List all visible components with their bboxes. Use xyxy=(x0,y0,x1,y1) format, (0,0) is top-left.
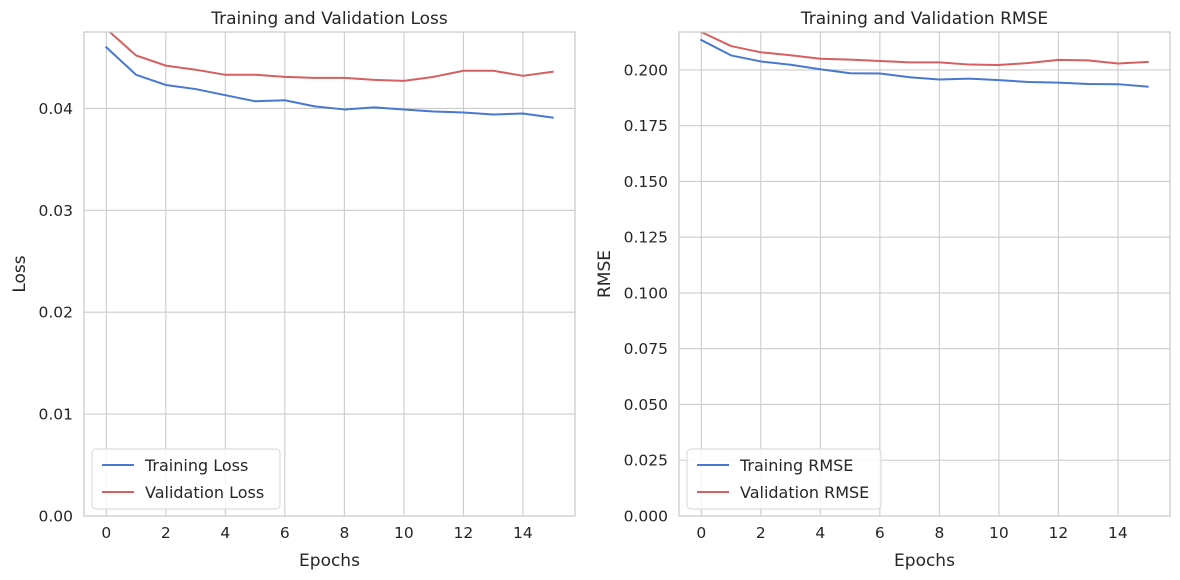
series-line-validation-rmse xyxy=(699,30,1149,67)
y-tick-label: 0.04 xyxy=(38,100,73,118)
legend-entry-label: Validation RMSE xyxy=(740,483,869,502)
x-axis-label: Epochs xyxy=(299,551,360,571)
legend-box xyxy=(686,448,882,510)
y-tick-label: 0.050 xyxy=(624,396,668,414)
plot-area xyxy=(679,32,1170,516)
series-line-training-loss xyxy=(104,45,554,119)
x-tick-label: 2 xyxy=(161,524,171,542)
y-tick-label: 0.025 xyxy=(624,452,668,470)
y-tick-label: 0.175 xyxy=(624,117,668,135)
x-tick-label: 2 xyxy=(756,524,766,542)
chart-panel-2: 0 2 4 6 8 10 12 14 0.000 0.025 0.050 0.075 0.100 0.12… xyxy=(595,0,1172,571)
y-axis-label: RMSE xyxy=(595,250,615,298)
axes-frame xyxy=(678,31,1171,517)
chart-title: Training and Validation Loss xyxy=(210,9,448,29)
y-tick-label: 0.150 xyxy=(624,173,668,191)
x-tick-label: 14 xyxy=(1108,524,1128,542)
y-tick-label: 0.075 xyxy=(624,340,668,358)
y-tick-label: 0.125 xyxy=(624,229,668,247)
x-tick-label: 6 xyxy=(280,524,290,542)
top-mask xyxy=(82,0,577,32)
series-line-training-rmse xyxy=(699,38,1149,88)
legend-entry-label: Validation Loss xyxy=(145,483,264,502)
y-tick-label: 0.00 xyxy=(38,508,73,526)
y-tick-label: 0.200 xyxy=(624,61,668,79)
series-line-validation-loss xyxy=(104,27,554,82)
y-tick-label: 0.02 xyxy=(38,304,73,322)
x-tick-label: 10 xyxy=(989,524,1009,542)
x-tick-label: 0 xyxy=(101,524,111,542)
legend: Training Loss Validation Loss xyxy=(91,448,281,510)
plot-area xyxy=(84,32,575,516)
x-tick-label: 8 xyxy=(934,524,944,542)
y-tick-label: 0.03 xyxy=(38,202,73,220)
x-tick-label: 12 xyxy=(1049,524,1069,542)
y-tick-label: 0.000 xyxy=(624,508,668,526)
axes-frame xyxy=(83,31,576,517)
x-tick-label: 0 xyxy=(696,524,706,542)
chart-panel-1: 0 2 4 6 8 10 12 14 0.00 0.01 0.02 0.03 0.04 Training … xyxy=(10,0,577,571)
legend: Training RMSE Validation RMSE xyxy=(686,448,882,510)
x-tick-label: 6 xyxy=(875,524,885,542)
top-mask xyxy=(677,0,1172,32)
y-tick-label: 0.100 xyxy=(624,284,668,302)
legend-box xyxy=(91,448,281,510)
y-axis-label: Loss xyxy=(10,255,30,292)
x-tick-label: 4 xyxy=(220,524,230,542)
y-tick-label: 0.01 xyxy=(38,406,73,424)
x-axis-label: Epochs xyxy=(894,551,955,571)
chart-title: Training and Validation RMSE xyxy=(800,9,1048,29)
x-tick-label: 12 xyxy=(454,524,474,542)
x-tick-label: 4 xyxy=(815,524,825,542)
legend-entry-label: Training RMSE xyxy=(739,456,853,475)
x-tick-label: 14 xyxy=(513,524,533,542)
legend-entry-label: Training Loss xyxy=(144,456,248,475)
x-tick-label: 8 xyxy=(339,524,349,542)
x-tick-label: 10 xyxy=(394,524,414,542)
